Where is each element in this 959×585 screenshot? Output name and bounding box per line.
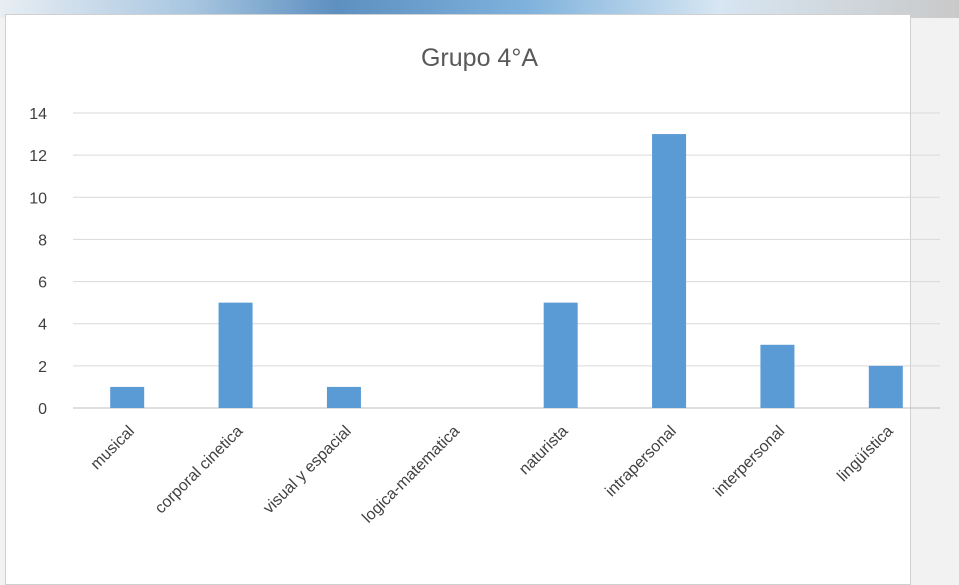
bar-ling-stica bbox=[868, 365, 903, 408]
x-tick-label: visual y espacial bbox=[260, 423, 354, 517]
y-tick-label: 12 bbox=[29, 148, 47, 165]
y-tick-label: 4 bbox=[38, 317, 47, 334]
y-tick-label: 0 bbox=[38, 401, 47, 418]
chart-title: Grupo 4°A bbox=[420, 44, 538, 72]
background-image-strip bbox=[0, 0, 959, 18]
y-tick-label: 2 bbox=[38, 359, 47, 376]
chart-area bbox=[5, 14, 911, 585]
y-tick-label: 6 bbox=[38, 275, 47, 292]
bar-naturista bbox=[543, 302, 578, 408]
x-tick-label: interpersonal bbox=[711, 423, 788, 500]
y-tick-label: 14 bbox=[29, 106, 47, 123]
x-tick-label: musical bbox=[88, 423, 138, 473]
y-tick-label: 8 bbox=[38, 232, 47, 249]
y-tick-label: 10 bbox=[29, 190, 47, 207]
bar-visual-y-espacial bbox=[326, 386, 361, 408]
bar-corporal-cinetica bbox=[218, 302, 253, 408]
bar-musical bbox=[110, 386, 145, 408]
bar-interpersonal bbox=[760, 344, 795, 408]
x-tick-label: logica-matematica bbox=[359, 423, 463, 527]
x-tick-label: lingüística bbox=[834, 423, 896, 485]
x-tick-label: corporal cinetica bbox=[152, 423, 246, 517]
x-tick-label: intrapersonal bbox=[602, 423, 679, 500]
x-tick-label: naturista bbox=[516, 423, 571, 478]
bar-intrapersonal bbox=[652, 134, 687, 409]
